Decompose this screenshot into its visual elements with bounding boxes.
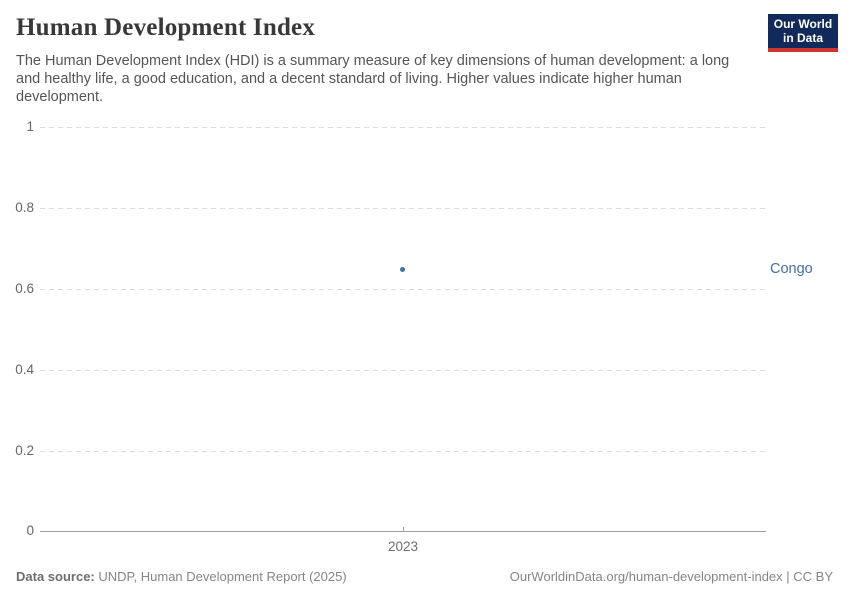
x-axis-tick-mark xyxy=(403,527,404,531)
data-point-congo-2023[interactable] xyxy=(400,267,405,272)
y-axis-tick-0.2: 0.2 xyxy=(15,443,34,458)
chart-footer: Data source: UNDP, Human Development Rep… xyxy=(16,569,833,584)
y-axis-tick-0.6: 0.6 xyxy=(15,281,34,296)
y-axis-tick-0.8: 0.8 xyxy=(15,200,34,215)
gridline-0.2 xyxy=(40,451,766,452)
y-axis-tick-0.4: 0.4 xyxy=(15,362,34,377)
y-axis-tick-1: 1 xyxy=(26,119,34,134)
owid-url-link[interactable]: OurWorldinData.org/human-development-ind… xyxy=(509,569,833,584)
data-source-note: Data source: UNDP, Human Development Rep… xyxy=(16,569,347,584)
entity-label-congo[interactable]: Congo xyxy=(770,261,813,277)
data-source-label: Data source: xyxy=(16,569,95,584)
x-axis-line xyxy=(40,531,766,532)
subtitle-line: and healthy life, a good education, and … xyxy=(16,71,682,87)
gridline-0.4 xyxy=(40,370,766,371)
owid-logo-line2: in Data xyxy=(782,31,823,45)
data-source-text: UNDP, Human Development Report (2025) xyxy=(94,569,347,584)
subtitle-line: The Human Development Index (HDI) is a s… xyxy=(16,53,730,69)
owid-logo-line1: Our World xyxy=(773,17,833,31)
subtitle-line: development. xyxy=(16,89,104,105)
x-axis-tick-2023: 2023 xyxy=(387,539,419,554)
gridline-0.6 xyxy=(40,289,766,290)
owid-logo: Our World in Data xyxy=(768,14,838,52)
page-title: Human Development Index xyxy=(16,14,316,41)
gridline-0.8 xyxy=(40,208,766,209)
y-axis-tick-0: 0 xyxy=(26,523,34,538)
gridline-1 xyxy=(40,127,766,128)
chart-subtitle: The Human Development Index (HDI) is a s… xyxy=(16,52,729,106)
